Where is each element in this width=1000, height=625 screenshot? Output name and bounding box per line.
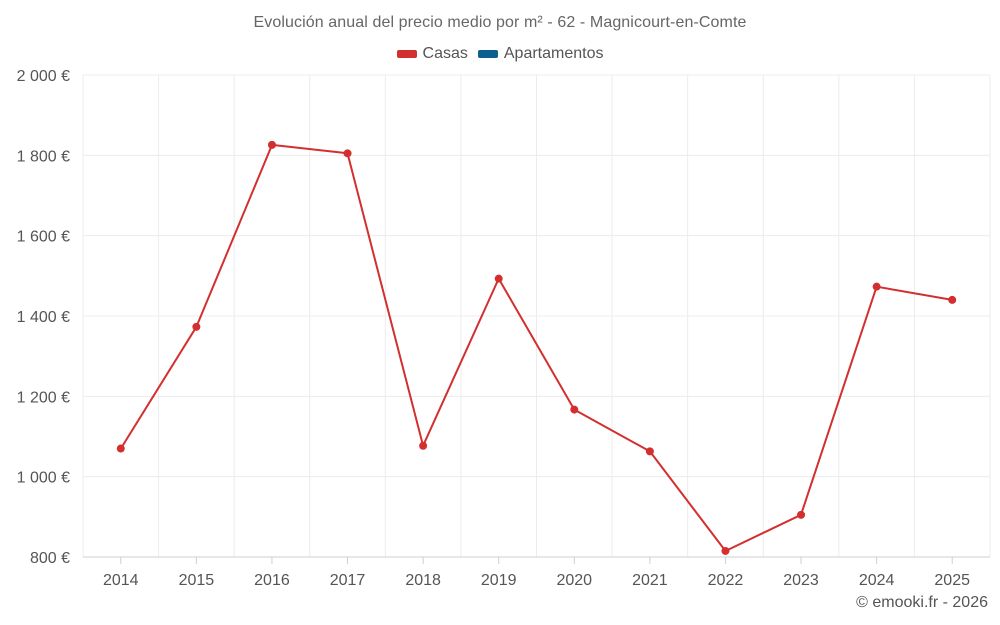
x-tick-label: 2021: [632, 572, 668, 589]
data-point-2018: [419, 441, 428, 450]
data-point-2020: [570, 405, 579, 414]
y-tick-label: 1 800 €: [17, 148, 70, 165]
footer-credit: © emooki.fr - 2026: [856, 594, 988, 611]
x-tick-label: 2015: [179, 572, 215, 589]
y-tick-label: 2 000 €: [17, 68, 70, 85]
x-tick-label: 2018: [405, 572, 441, 589]
grid-layer: [82, 74, 991, 557]
data-point-2021: [645, 447, 654, 456]
x-tick-label: 2024: [859, 572, 895, 589]
y-tick-label: 1 200 €: [17, 389, 70, 406]
legend-item-apartamentos[interactable]: Apartamentos: [477, 45, 604, 63]
label-layer: 800 € 1 000 € 1 200 € 1 400 € 1 600 € 1 800 €…: [17, 68, 970, 589]
x-tick-label: 2020: [556, 572, 592, 589]
legend-label-apartamentos: Apartamentos: [503, 45, 604, 62]
series-layer: [116, 140, 957, 555]
data-point-2014: [116, 444, 125, 453]
x-tick-label: 2022: [708, 572, 744, 589]
x-tick-label: 2025: [934, 572, 970, 589]
chart-legend: Casas Apartamentos: [0, 45, 1000, 63]
x-tick-label: 2016: [254, 572, 290, 589]
data-point-2017: [343, 149, 352, 158]
x-tick-label: 2017: [330, 572, 366, 589]
legend-label-casas: Casas: [422, 45, 468, 62]
data-point-2025: [948, 295, 957, 304]
y-tick-label: 1 600 €: [17, 229, 70, 246]
series-line-casas: [119, 143, 953, 552]
x-tick-label: 2014: [103, 572, 139, 589]
data-point-2022: [721, 546, 730, 555]
chart-title: Evolución anual del precio medio por m² …: [253, 14, 747, 31]
data-point-2024: [872, 282, 881, 291]
y-tick-label: 1 000 €: [17, 470, 70, 487]
x-tick-label: 2019: [481, 572, 517, 589]
data-point-2016: [267, 140, 276, 149]
y-tick-label: 800 €: [30, 550, 70, 567]
legend-swatch-apartamentos: [477, 50, 498, 58]
data-point-2023: [797, 510, 806, 519]
data-point-2019: [494, 274, 503, 283]
y-tick-label: 1 400 €: [17, 309, 70, 326]
legend-swatch-casas: [396, 50, 417, 58]
x-tick-label: 2023: [783, 572, 819, 589]
axis-layer: [83, 556, 990, 564]
data-point-2015: [192, 322, 201, 331]
legend-item-casas[interactable]: Casas: [396, 45, 468, 63]
